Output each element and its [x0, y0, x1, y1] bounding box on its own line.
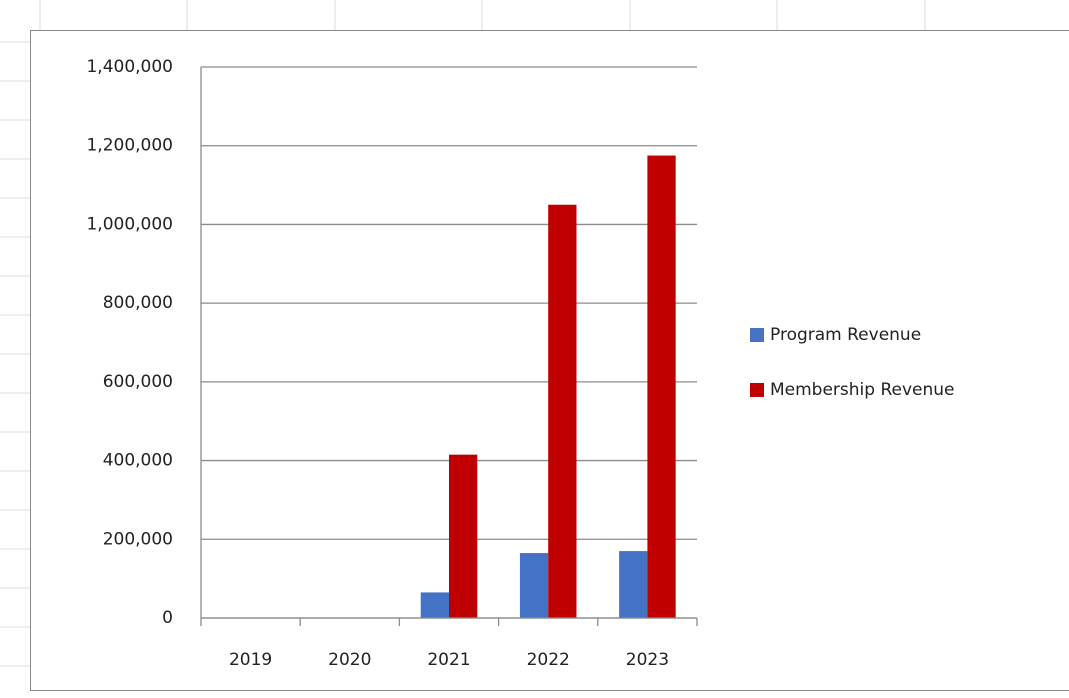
bar: [519, 553, 549, 618]
y-tick-label: 1,000,000: [86, 214, 173, 234]
y-tick-label: 800,000: [103, 293, 173, 313]
x-tick-label: 2023: [626, 650, 669, 670]
y-tick-label: 200,000: [103, 529, 173, 549]
legend-label: Membership Revenue: [770, 380, 955, 400]
x-tick-label: 2019: [229, 650, 272, 670]
bar: [420, 592, 449, 618]
legend-swatch: [750, 328, 764, 342]
y-tick-label: 400,000: [103, 451, 173, 471]
y-tick-label: 600,000: [103, 372, 173, 392]
bar: [647, 155, 676, 618]
legend-label: Program Revenue: [770, 325, 921, 345]
bar: [449, 454, 478, 618]
x-tick-label: 2022: [527, 650, 570, 670]
bar: [548, 204, 577, 618]
y-tick-label: 1,200,000: [86, 136, 173, 156]
bar: [619, 551, 648, 618]
sheet-grid: [0, 0, 926, 667]
legend-swatch: [750, 383, 764, 397]
y-tick-label: 0: [162, 608, 173, 628]
y-tick-label: 1,400,000: [86, 57, 173, 77]
x-tick-label: 2021: [427, 650, 470, 670]
x-tick-label: 2020: [328, 650, 371, 670]
